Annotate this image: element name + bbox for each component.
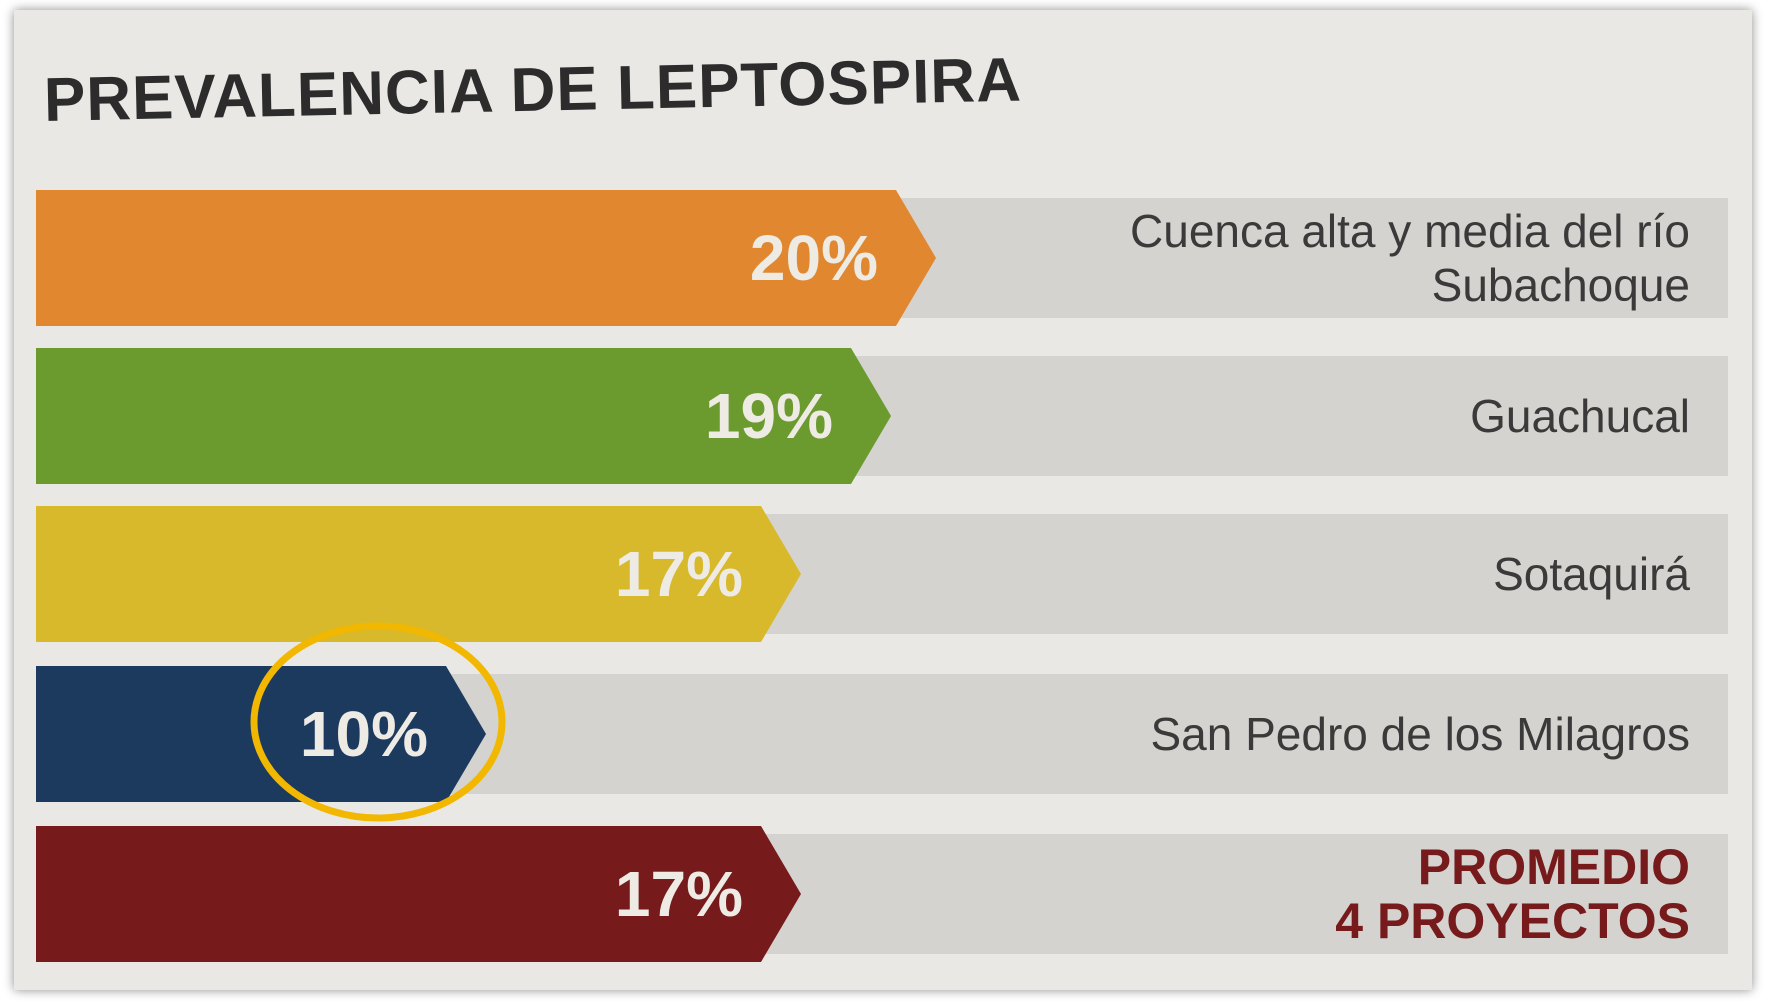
highlight-circle: [254, 626, 502, 818]
page: PREVALENCIA DE LEPTOSPIRA 20%Cuenca alta…: [0, 0, 1768, 1001]
highlight-annotation: [14, 10, 1752, 990]
chart: PREVALENCIA DE LEPTOSPIRA 20%Cuenca alta…: [14, 10, 1752, 990]
